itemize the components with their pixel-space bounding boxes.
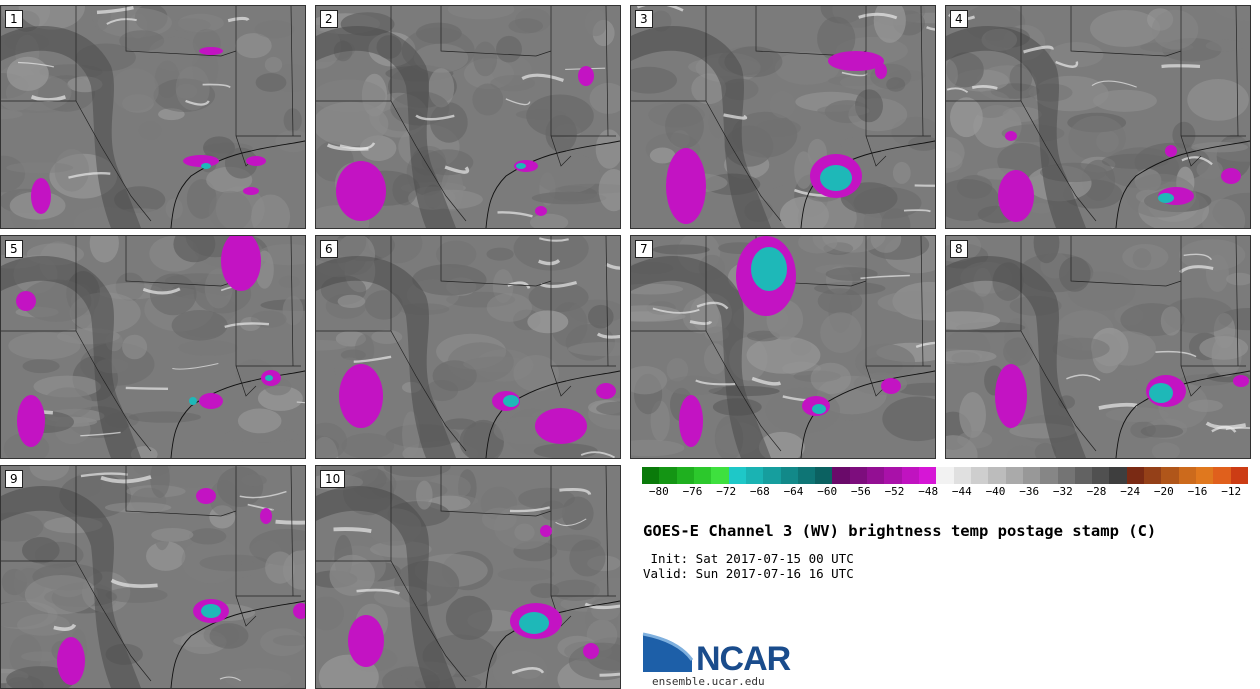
colorbar-swatch bbox=[884, 467, 902, 484]
postage-stamp-panel-10: 10 bbox=[315, 465, 621, 689]
postage-stamp-panel-3: 3 bbox=[630, 5, 936, 229]
water-vapor-map-2 bbox=[316, 6, 620, 228]
water-vapor-map-9 bbox=[1, 466, 305, 688]
colorbar-tick-label: −16 bbox=[1187, 485, 1208, 498]
colorbar-swatch bbox=[642, 467, 660, 484]
colorbar-swatch bbox=[901, 467, 919, 484]
postage-stamp-panel-7: 7 bbox=[630, 235, 936, 459]
colorbar-swatch bbox=[1178, 467, 1196, 484]
colorbar-swatch bbox=[728, 467, 746, 484]
colorbar-tick-label: −32 bbox=[1052, 485, 1073, 498]
colorbar-tick-label: −48 bbox=[918, 485, 939, 498]
colorbar-tick-label: −72 bbox=[716, 485, 737, 498]
colorbar-swatch bbox=[797, 467, 816, 484]
colorbar-tick-label: −44 bbox=[951, 485, 972, 498]
water-vapor-map-5 bbox=[1, 236, 305, 458]
colorbar-tick-label: −56 bbox=[850, 485, 871, 498]
colorbar-swatch bbox=[1057, 467, 1075, 484]
water-vapor-map-1 bbox=[1, 6, 305, 228]
panel-number-label: 3 bbox=[635, 10, 653, 28]
colorbar-swatches bbox=[642, 467, 1248, 484]
colorbar-swatch bbox=[815, 467, 833, 484]
colorbar-ticks: −80 −76 −72 −68 −64 −60 −56 −52 −48 −44 −40 −36 −32−… bbox=[642, 485, 1248, 503]
panel-number-label: 7 bbox=[635, 240, 653, 258]
colorbar-swatch bbox=[711, 467, 729, 484]
postage-stamp-panel-4: 4 bbox=[945, 5, 1251, 229]
colorbar-swatch bbox=[1126, 467, 1145, 484]
panel-number-label: 10 bbox=[320, 470, 346, 488]
colorbar-swatch bbox=[1040, 467, 1058, 484]
ncar-url[interactable]: ensemble.ucar.edu bbox=[652, 675, 765, 688]
postage-stamp-panel-8: 8 bbox=[945, 235, 1251, 459]
colorbar-swatch bbox=[745, 467, 764, 484]
panel-number-label: 5 bbox=[5, 240, 23, 258]
colorbar-swatch bbox=[936, 467, 954, 484]
postage-stamp-panel-2: 2 bbox=[315, 5, 621, 229]
ncar-logo-swoosh-icon bbox=[642, 632, 694, 672]
water-vapor-map-10 bbox=[316, 466, 620, 688]
postage-stamp-panel-6: 6 bbox=[315, 235, 621, 459]
colorbar-tick-label: −68 bbox=[749, 485, 770, 498]
colorbar-swatch bbox=[1213, 467, 1231, 484]
colorbar-swatch bbox=[1022, 467, 1041, 484]
colorbar-swatch bbox=[1230, 467, 1248, 484]
colorbar-tick-label: −60 bbox=[817, 485, 838, 498]
colorbar-tick-label: −40 bbox=[985, 485, 1006, 498]
water-vapor-map-8 bbox=[946, 236, 1250, 458]
water-vapor-map-4 bbox=[946, 6, 1250, 228]
colorbar-swatch bbox=[1161, 467, 1179, 484]
postage-stamp-panel-1: 1 bbox=[0, 5, 306, 229]
colorbar-tick-label: −12 bbox=[1221, 485, 1242, 498]
colorbar-swatch bbox=[832, 467, 850, 484]
temperature-colorbar: −80 −76 −72 −68 −64 −60 −56 −52 −48 −44 −40 −36 −32−… bbox=[642, 467, 1248, 503]
colorbar-tick-label: −64 bbox=[783, 485, 804, 498]
colorbar-tick-label: −20 bbox=[1153, 485, 1174, 498]
colorbar-swatch bbox=[953, 467, 971, 484]
colorbar-swatch bbox=[780, 467, 798, 484]
postage-stamp-panel-5: 5 bbox=[0, 235, 306, 459]
colorbar-swatch bbox=[970, 467, 989, 484]
panel-number-label: 6 bbox=[320, 240, 338, 258]
panel-number-label: 8 bbox=[950, 240, 968, 258]
colorbar-tick-label: −24 bbox=[1120, 485, 1141, 498]
water-vapor-map-6 bbox=[316, 236, 620, 458]
panel-number-label: 2 bbox=[320, 10, 338, 28]
colorbar-swatch bbox=[1005, 467, 1023, 484]
colorbar-swatch bbox=[763, 467, 781, 484]
panel-number-label: 9 bbox=[5, 470, 23, 488]
colorbar-tick-label: −36 bbox=[1019, 485, 1040, 498]
colorbar-swatch bbox=[1092, 467, 1110, 484]
colorbar-tick-label: −28 bbox=[1086, 485, 1107, 498]
colorbar-swatch bbox=[919, 467, 937, 484]
colorbar-tick-label: −80 bbox=[648, 485, 669, 498]
valid-time: Valid: Sun 2017-07-16 16 UTC bbox=[643, 566, 854, 581]
water-vapor-map-7 bbox=[631, 236, 935, 458]
init-time: Init: Sat 2017-07-15 00 UTC bbox=[643, 551, 854, 566]
panel-number-label: 4 bbox=[950, 10, 968, 28]
colorbar-swatch bbox=[1074, 467, 1093, 484]
colorbar-swatch bbox=[849, 467, 868, 484]
ncar-logo-text: NCAR bbox=[696, 640, 791, 678]
colorbar-swatch bbox=[676, 467, 694, 484]
colorbar-tick-label: −52 bbox=[884, 485, 905, 498]
colorbar-tick-label: −76 bbox=[682, 485, 703, 498]
colorbar-swatch bbox=[693, 467, 712, 484]
colorbar-swatch bbox=[867, 467, 885, 484]
panel-number-label: 1 bbox=[5, 10, 23, 28]
colorbar-swatch bbox=[988, 467, 1006, 484]
water-vapor-map-3 bbox=[631, 6, 935, 228]
colorbar-swatch bbox=[1109, 467, 1127, 484]
colorbar-swatch bbox=[659, 467, 677, 484]
colorbar-swatch bbox=[1144, 467, 1162, 484]
colorbar-swatch bbox=[1196, 467, 1214, 484]
figure-title: GOES-E Channel 3 (WV) brightness temp po… bbox=[643, 522, 1157, 540]
postage-stamp-panel-9: 9 bbox=[0, 465, 306, 689]
